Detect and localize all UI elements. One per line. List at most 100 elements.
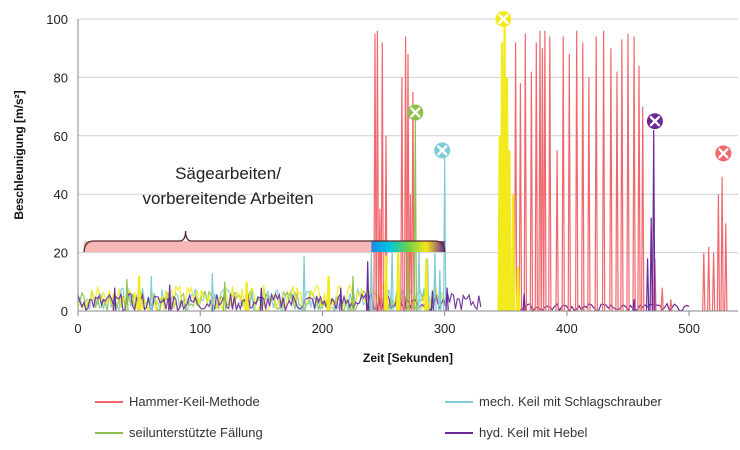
spike-hammer-35 bbox=[637, 65, 641, 312]
spike-hyd-2 bbox=[259, 287, 263, 312]
spike-hammer-9 bbox=[411, 91, 415, 312]
spike-mech-0 bbox=[149, 275, 153, 312]
spike-hammer-19 bbox=[540, 48, 545, 312]
spike-hammer-17 bbox=[534, 42, 538, 312]
spike-hammer-32 bbox=[620, 39, 624, 312]
curly-brace bbox=[83, 230, 446, 253]
marker-hyd bbox=[646, 113, 663, 130]
spike-hammer-34 bbox=[632, 36, 636, 312]
bracket-label-line2: vorbereitende Arbeiten bbox=[142, 189, 313, 208]
spike-yellow-4 bbox=[396, 252, 401, 312]
marker-hammer bbox=[715, 145, 732, 162]
spike-hammer-30 bbox=[609, 48, 613, 312]
spike-yellow-1 bbox=[244, 281, 249, 312]
spike-yellow-0 bbox=[136, 275, 142, 312]
spike-mech-3 bbox=[369, 252, 373, 312]
x-tick-label-100: 100 bbox=[189, 321, 211, 336]
spike-hammer-39 bbox=[669, 299, 673, 312]
spike-mech-2 bbox=[302, 255, 306, 312]
x-tick-label-400: 400 bbox=[556, 321, 578, 336]
y-tick-label-80: 80 bbox=[54, 70, 68, 85]
bracket-fill bbox=[84, 241, 372, 252]
spike-hammer-43 bbox=[716, 194, 721, 312]
spike-yellow-11 bbox=[510, 194, 516, 312]
marker-x2-hammer bbox=[718, 148, 729, 159]
spike-hammer-6 bbox=[403, 36, 408, 312]
spike-hammer-22 bbox=[555, 150, 559, 312]
spike-hammer-5 bbox=[400, 77, 404, 312]
marker-x2-hyd bbox=[649, 115, 661, 127]
spike-hammer-33 bbox=[626, 33, 630, 312]
series-seil bbox=[125, 118, 417, 312]
spike-hammer-16 bbox=[529, 71, 534, 312]
spike-hammer-15 bbox=[523, 33, 527, 312]
spike-hammer-41 bbox=[707, 246, 711, 312]
spike-seil-5 bbox=[413, 118, 417, 312]
spike-hammer-18 bbox=[538, 30, 542, 312]
spike-hammer-28 bbox=[594, 36, 598, 312]
spike-yellow-10 bbox=[507, 150, 512, 312]
spike-hammer-0 bbox=[373, 33, 377, 312]
spike-hammer-44 bbox=[720, 176, 724, 312]
spike-hyd-11 bbox=[649, 217, 653, 312]
series-markers bbox=[407, 11, 732, 162]
series-hyd bbox=[113, 129, 656, 312]
spike-yellow-12 bbox=[515, 267, 521, 312]
spike-hyd-3 bbox=[339, 287, 343, 312]
spike-hyd-0 bbox=[113, 287, 117, 312]
spike-yellow-3 bbox=[383, 255, 389, 312]
spike-hammer-38 bbox=[660, 287, 664, 312]
spike-hyd-9 bbox=[632, 299, 636, 312]
spike-seil-0 bbox=[125, 278, 129, 312]
bracket-annotation bbox=[83, 230, 446, 253]
marker-seil bbox=[407, 104, 424, 121]
spike-hyd-8 bbox=[522, 293, 526, 312]
y-tick-label-40: 40 bbox=[54, 187, 68, 202]
legend-label-seil: seilunterstützte Fällung bbox=[129, 425, 263, 440]
spike-hammer-20 bbox=[543, 30, 547, 312]
y-tick-label-20: 20 bbox=[54, 246, 68, 261]
spike-hammer-8 bbox=[408, 194, 413, 312]
spike-hammer-25 bbox=[575, 30, 579, 312]
spike-hyd-10 bbox=[645, 258, 650, 312]
spike-mech-8 bbox=[438, 270, 442, 312]
axes: 0 20 40 60 80 100 0 100 200 300 400 500 bbox=[46, 12, 738, 336]
y-tick-label-100: 100 bbox=[46, 12, 68, 27]
series-mech bbox=[149, 156, 447, 312]
bracket-label-line1: Sägearbeiten/ bbox=[175, 164, 281, 183]
spike-hammer-14 bbox=[518, 83, 523, 312]
spike-hammer-31 bbox=[615, 71, 619, 312]
legend-item-hammer: Hammer-Keil-Methode bbox=[95, 394, 260, 409]
spike-hammer-21 bbox=[548, 36, 552, 312]
marker-x2-yellow bbox=[498, 13, 509, 25]
spike-hammer-23 bbox=[561, 36, 565, 312]
legend-item-seil: seilunterstützte Fällung bbox=[95, 425, 263, 440]
legend-item-mech: mech. Keil mit Schlagschrauber bbox=[445, 394, 662, 409]
spike-mech-9 bbox=[443, 156, 447, 312]
x-tick-label-200: 200 bbox=[312, 321, 334, 336]
bracket-gradient bbox=[371, 241, 445, 252]
marker-mech bbox=[434, 142, 451, 159]
spike-hammer-36 bbox=[641, 106, 645, 312]
spike-hammer-13 bbox=[513, 42, 518, 312]
spike-seil-1 bbox=[223, 281, 227, 312]
marker-x2-seil bbox=[410, 107, 421, 118]
spike-hammer-2 bbox=[378, 208, 382, 312]
spike-yellow-2 bbox=[326, 275, 331, 312]
spike-hammer-29 bbox=[601, 30, 606, 312]
spike-hyd-6 bbox=[445, 287, 449, 312]
spike-yellow-5 bbox=[424, 258, 429, 312]
x-tick-label-300: 300 bbox=[434, 321, 456, 336]
spike-mech-7 bbox=[433, 252, 437, 312]
spike-hammer-27 bbox=[587, 77, 591, 312]
x-axis-title: Zeit [Sekunden] bbox=[363, 351, 453, 365]
y-tick-label-0: 0 bbox=[61, 304, 68, 319]
spike-hyd-12 bbox=[652, 129, 656, 312]
spike-hammer-42 bbox=[711, 252, 716, 312]
legend-label-hyd: hyd. Keil mit Hebel bbox=[479, 425, 587, 440]
series-lines bbox=[113, 24, 728, 312]
marker-x2-mech bbox=[437, 145, 448, 156]
spike-seil-2 bbox=[351, 275, 355, 312]
spike-mech-1 bbox=[210, 272, 215, 312]
spike-hyd-5 bbox=[430, 290, 435, 312]
